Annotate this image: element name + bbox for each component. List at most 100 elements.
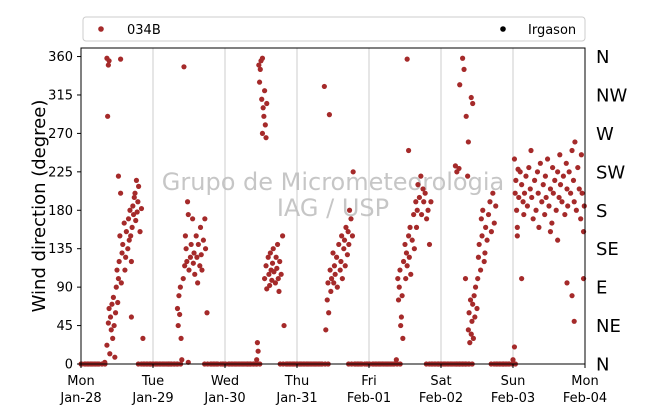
data-point <box>569 147 575 154</box>
data-point <box>483 224 489 230</box>
data-point <box>116 258 122 265</box>
data-point <box>175 322 181 329</box>
data-point <box>182 233 188 239</box>
x-tick-day-5: Sat <box>430 374 451 389</box>
data-point <box>546 203 552 209</box>
y-tick-label-0: 0 <box>65 358 73 373</box>
data-point <box>527 186 533 192</box>
data-point <box>266 271 272 277</box>
data-point <box>274 241 281 248</box>
data-point <box>484 237 490 243</box>
data-point <box>350 169 356 175</box>
data-point <box>112 310 119 316</box>
data-point <box>107 351 113 357</box>
y-tick-label-1: 45 <box>56 319 73 334</box>
data-point <box>564 280 570 286</box>
data-point <box>409 237 415 243</box>
data-point <box>475 254 482 260</box>
y-tick-label-8: 360 <box>48 50 73 65</box>
data-point <box>321 83 327 90</box>
data-point <box>182 263 188 269</box>
data-point <box>345 229 351 235</box>
y-tick-label-5: 225 <box>48 165 73 180</box>
data-point <box>474 305 480 312</box>
data-point <box>123 254 129 260</box>
data-point <box>269 260 276 266</box>
data-point <box>259 130 266 137</box>
data-point <box>452 163 458 169</box>
data-point <box>555 237 561 243</box>
data-point <box>106 305 112 312</box>
data-point <box>264 286 270 292</box>
data-point <box>202 216 208 222</box>
data-point <box>180 275 186 282</box>
data-point <box>133 177 140 183</box>
data-point <box>400 335 406 341</box>
y-tick-label-6: 270 <box>48 127 73 142</box>
data-point <box>398 322 404 329</box>
data-point <box>557 152 563 158</box>
data-point <box>269 277 275 283</box>
data-point <box>197 224 204 230</box>
data-point <box>135 199 141 205</box>
data-point <box>404 263 410 269</box>
data-point <box>481 258 487 265</box>
data-point <box>514 224 520 230</box>
data-point <box>568 190 574 196</box>
data-point <box>339 233 345 239</box>
data-point <box>485 211 492 218</box>
data-point <box>519 275 525 282</box>
data-point <box>110 294 116 300</box>
data-point <box>105 113 111 119</box>
data-point <box>530 216 536 222</box>
data-point <box>426 241 433 248</box>
x-tick-day-3: Thu <box>284 374 309 389</box>
compass-labels: N NE E SE S SW W NW N <box>596 47 627 375</box>
data-point <box>115 299 121 306</box>
data-point <box>323 327 329 333</box>
data-point <box>411 246 417 252</box>
data-point <box>571 318 577 324</box>
data-point <box>337 267 343 273</box>
data-point <box>330 250 336 256</box>
data-point <box>488 229 494 235</box>
data-point <box>471 293 477 299</box>
data-point <box>472 314 478 320</box>
data-point <box>467 297 474 303</box>
legend-marker-034b <box>98 26 104 32</box>
data-point <box>424 216 430 222</box>
data-point <box>478 216 484 222</box>
data-point <box>399 293 405 299</box>
data-point <box>195 280 201 286</box>
data-point <box>190 216 196 222</box>
legend: 034B Irgason <box>82 16 586 42</box>
data-point <box>533 207 539 213</box>
data-point <box>493 203 499 209</box>
legend-label-034b: 034B <box>127 23 161 38</box>
data-point <box>560 173 567 179</box>
data-point <box>275 275 281 282</box>
data-point <box>395 275 401 282</box>
y-tick-label-7: 315 <box>48 88 73 103</box>
data-point <box>273 254 279 260</box>
data-point <box>402 241 408 248</box>
data-point <box>576 186 582 192</box>
data-point <box>255 348 261 354</box>
data-point <box>105 320 111 326</box>
x-tick-date-0: Jan-28 <box>59 391 101 406</box>
data-point <box>406 254 412 260</box>
data-point <box>110 335 116 341</box>
watermark-line-2: IAG / USP <box>277 194 389 222</box>
x-tick-day-7: Mon <box>571 374 598 389</box>
data-point <box>521 211 527 218</box>
data-point <box>406 233 412 239</box>
data-point <box>177 311 183 318</box>
data-point <box>198 252 204 258</box>
data-point <box>271 269 277 275</box>
data-point <box>327 267 333 273</box>
data-point <box>550 190 556 196</box>
data-point <box>332 271 338 277</box>
data-point <box>183 246 189 252</box>
data-point <box>334 254 340 260</box>
data-point <box>413 224 420 230</box>
